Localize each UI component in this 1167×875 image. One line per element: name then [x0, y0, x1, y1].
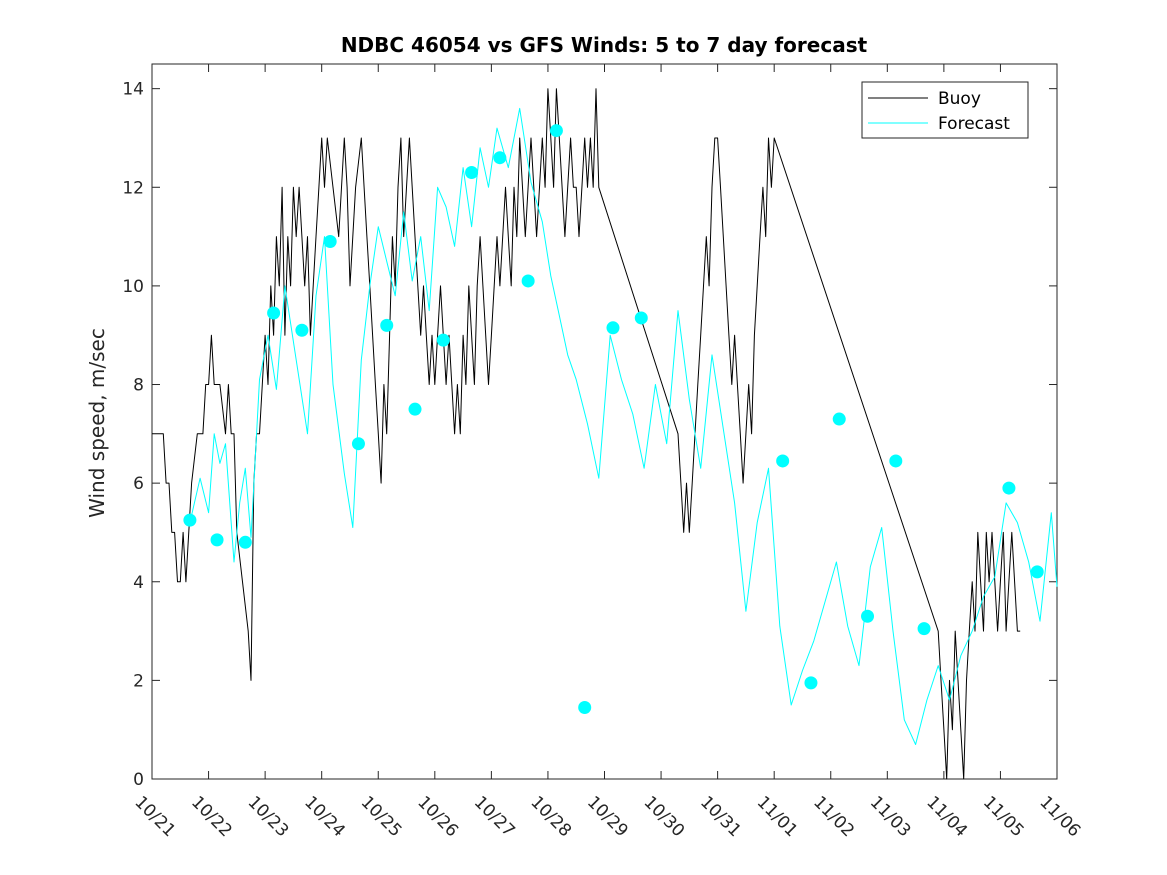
- legend-forecast-label: Forecast: [938, 114, 1010, 134]
- x-tick-label: 10/26: [413, 792, 462, 841]
- x-tick-label: 10/30: [640, 792, 689, 841]
- x-tick-label: 10/27: [470, 792, 519, 841]
- x-tick-label: 10/29: [583, 792, 632, 841]
- forecast-marker: [267, 306, 281, 320]
- x-tick-label: 11/01: [753, 792, 802, 841]
- y-tick-label: 10: [122, 277, 144, 297]
- forecast-marker: [606, 321, 620, 335]
- forecast-marker: [323, 235, 337, 249]
- x-tick-label: 11/02: [809, 792, 858, 841]
- y-axis-label: Wind speed, m/sec: [85, 328, 109, 518]
- forecast-marker: [436, 333, 450, 347]
- forecast-marker: [380, 318, 394, 332]
- forecast-marker: [183, 513, 197, 527]
- x-tick-label: 10/28: [526, 792, 575, 841]
- x-tick-label: 11/06: [1035, 792, 1084, 841]
- forecast-marker: [351, 437, 365, 451]
- x-tick-label: 10/22: [187, 792, 236, 841]
- y-tick-label: 14: [122, 80, 144, 100]
- forecast-series-line: [189, 107, 1058, 745]
- x-tick-label: 10/23: [244, 792, 293, 841]
- forecast-marker: [1030, 565, 1044, 579]
- forecast-marker: [295, 323, 309, 337]
- x-tick-label: 11/05: [979, 792, 1028, 841]
- forecast-marker: [917, 622, 931, 636]
- legend: Buoy Forecast: [861, 81, 1029, 139]
- forecast-marker: [832, 412, 846, 426]
- chart-title: NDBC 46054 vs GFS Winds: 5 to 7 day fore…: [341, 33, 868, 57]
- legend-box: [861, 81, 1029, 139]
- y-tick-label: 0: [133, 770, 144, 790]
- forecast-marker: [889, 454, 903, 468]
- forecast-marker: [408, 402, 422, 416]
- x-tick-label: 10/25: [357, 792, 406, 841]
- y-tick-label: 2: [133, 671, 144, 691]
- x-tick-label: 11/04: [922, 792, 971, 841]
- forecast-marker: [634, 311, 648, 325]
- forecast-marker: [493, 151, 507, 165]
- forecast-marker: [210, 533, 224, 547]
- legend-buoy-label: Buoy: [938, 89, 981, 109]
- forecast-marker: [1002, 481, 1016, 495]
- x-tick-label: 10/31: [696, 792, 745, 841]
- forecast-marker: [861, 609, 875, 623]
- y-tick-label: 12: [122, 178, 144, 198]
- forecast-marker: [776, 454, 790, 468]
- forecast-marker: [465, 165, 479, 179]
- x-tick-label: 10/21: [130, 792, 179, 841]
- forecast-marker: [238, 535, 252, 549]
- y-tick-label: 4: [133, 573, 144, 593]
- forecast-marker: [804, 676, 818, 690]
- y-tick-label: 8: [133, 376, 144, 396]
- x-tick-label: 11/03: [866, 792, 915, 841]
- y-tick-label: 6: [133, 474, 144, 494]
- forecast-marker: [521, 274, 535, 288]
- forecast-marker: [578, 701, 592, 714]
- axes-box: [151, 63, 1058, 780]
- forecast-marker: [549, 124, 563, 138]
- buoy-series-line: [152, 88, 1021, 780]
- x-tick-label: 10/24: [300, 792, 349, 841]
